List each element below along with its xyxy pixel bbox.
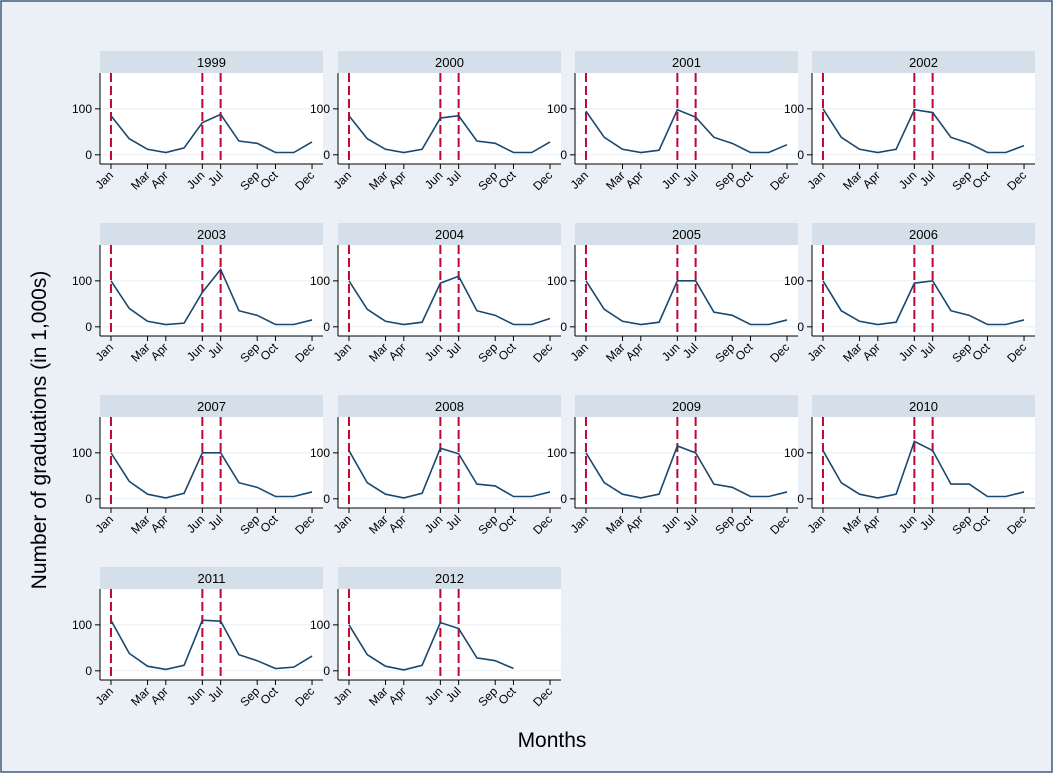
y-tick-label: 100: [784, 102, 804, 116]
plot-area: [812, 73, 1035, 164]
y-tick-label: 0: [85, 320, 92, 334]
panel-title: 2007: [197, 399, 226, 414]
y-tick-label: 0: [323, 148, 330, 162]
plot-area: [338, 73, 561, 164]
line: [110, 452, 313, 499]
panel-strip: [100, 395, 323, 417]
y-tick-label: 0: [85, 492, 92, 506]
y-tick-label: 0: [797, 492, 804, 506]
panel-title: 2005: [672, 227, 701, 242]
panel-title: 2006: [909, 227, 938, 242]
line: [110, 267, 313, 326]
y-tick-label: 0: [323, 664, 330, 678]
line: [348, 114, 551, 154]
line: [585, 444, 788, 499]
y-tick-label: 0: [797, 148, 804, 162]
panel-title: 1999: [197, 55, 226, 70]
line: [585, 280, 788, 326]
panel-title: 2012: [435, 571, 464, 586]
panel-strip: [575, 223, 798, 245]
plot-area: [575, 417, 798, 508]
panel-title: 2001: [672, 55, 701, 70]
panel-strip: [575, 51, 798, 73]
panel-title: 2008: [435, 399, 464, 414]
panel-strip: [100, 51, 323, 73]
plot-area: [338, 245, 561, 336]
panel-title: 2004: [435, 227, 464, 242]
y-tick-label: 100: [547, 274, 567, 288]
line: [348, 447, 551, 499]
panel-strip: [812, 223, 1035, 245]
y-tick-label: 100: [310, 102, 330, 116]
y-tick-label: 0: [323, 492, 330, 506]
y-tick-label: 100: [310, 274, 330, 288]
y-tick-label: 0: [323, 320, 330, 334]
line: [110, 619, 313, 671]
panel-strip: [338, 395, 561, 417]
y-tick-label: 100: [72, 274, 92, 288]
y-tick-label: 0: [797, 320, 804, 334]
plot-area: [100, 589, 323, 680]
panel-title: 2010: [909, 399, 938, 414]
line: [822, 440, 1025, 499]
panel-strip: [338, 51, 561, 73]
panel-title: 2009: [672, 399, 701, 414]
y-tick-label: 100: [547, 102, 567, 116]
y-tick-label: 100: [72, 102, 92, 116]
panel-strip: [575, 395, 798, 417]
plot-area: [575, 245, 798, 336]
y-tick-label: 100: [72, 446, 92, 460]
panel-title: 2003: [197, 227, 226, 242]
plot-area: [338, 589, 561, 680]
y-tick-label: 100: [784, 274, 804, 288]
line: [585, 108, 788, 154]
line: [822, 279, 1025, 326]
line: [348, 621, 514, 671]
y-tick-label: 100: [547, 446, 567, 460]
y-tick-label: 0: [85, 148, 92, 162]
y-tick-label: 100: [310, 446, 330, 460]
panel-title: 2002: [909, 55, 938, 70]
plot-area: [338, 417, 561, 508]
y-axis-title: Number of graduations (in 1,000s): [28, 271, 51, 590]
plot-area: [812, 417, 1035, 508]
panel-title: 2000: [435, 55, 464, 70]
y-tick-label: 100: [310, 618, 330, 632]
plot-area: [100, 245, 323, 336]
panel-title: 2011: [198, 571, 226, 586]
y-tick-label: 0: [560, 148, 567, 162]
panel-strip: [338, 223, 561, 245]
plot-area: [812, 245, 1035, 336]
panel-strip: [100, 567, 323, 589]
line: [348, 275, 551, 326]
panel-strip: [100, 223, 323, 245]
x-axis-title: Months: [518, 729, 587, 752]
line: [822, 108, 1025, 154]
y-tick-label: 0: [85, 664, 92, 678]
y-tick-label: 100: [784, 446, 804, 460]
plot-area: [575, 73, 798, 164]
y-tick-label: 100: [72, 618, 92, 632]
plot-area: [100, 417, 323, 508]
panel-strip: [812, 51, 1035, 73]
panel-strip: [812, 395, 1035, 417]
line: [110, 113, 313, 154]
y-tick-label: 0: [560, 492, 567, 506]
panel-strip: [338, 567, 561, 589]
y-tick-label: 0: [560, 320, 567, 334]
